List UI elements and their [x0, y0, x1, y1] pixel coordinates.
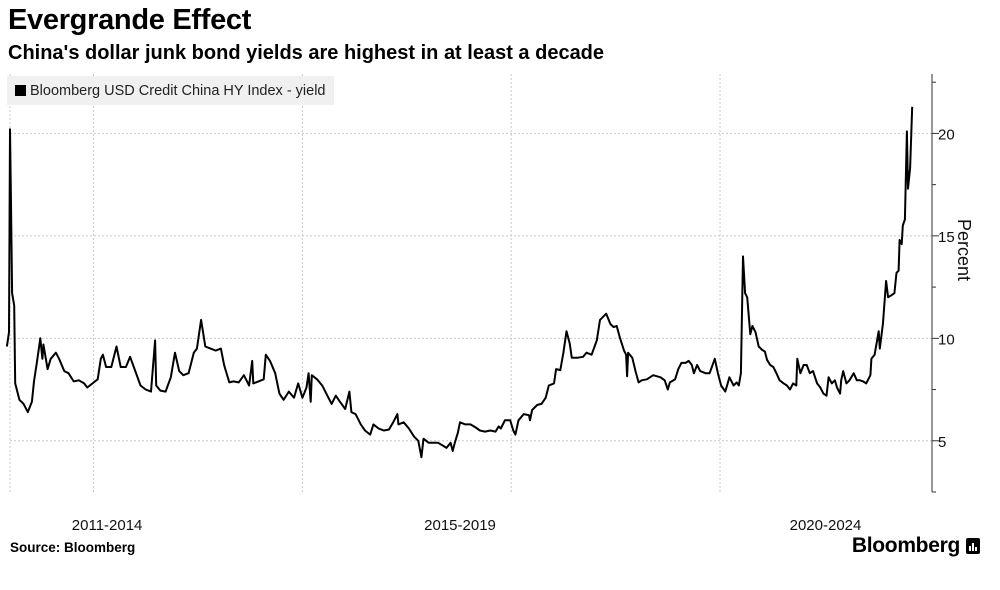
brand-logo: Bloomberg	[852, 534, 980, 558]
series-line	[5, 106, 914, 459]
y-tick-label: 20	[938, 126, 955, 143]
legend-label: Bloomberg USD Credit China HY Index - yi…	[30, 82, 326, 99]
x-tick-label: 2011-2014	[72, 517, 143, 534]
legend: Bloomberg USD Credit China HY Index - yi…	[7, 76, 334, 105]
y-tick-label: 15	[938, 229, 955, 246]
y-tick-label: 5	[938, 434, 946, 451]
brand-name: Bloomberg	[851, 534, 960, 557]
y-axis: 5 10 15 20	[931, 74, 955, 493]
legend-swatch	[15, 85, 26, 96]
gridlines	[9, 74, 932, 492]
x-tick-label: 2015-2019	[424, 517, 496, 534]
y-axis-label: Percent	[954, 219, 974, 281]
chart-title: Evergrande Effect	[8, 4, 252, 36]
source-note: Source: Bloomberg	[10, 540, 136, 555]
x-axis-labels: 2011-2014 2015-2019 2020-2024	[72, 517, 862, 534]
x-tick-label: 2020-2024	[790, 517, 862, 534]
y-tick-label: 10	[938, 331, 955, 348]
bloomberg-terminal-icon	[966, 538, 980, 554]
chart-subtitle: China's dollar junk bond yields are high…	[8, 42, 605, 64]
